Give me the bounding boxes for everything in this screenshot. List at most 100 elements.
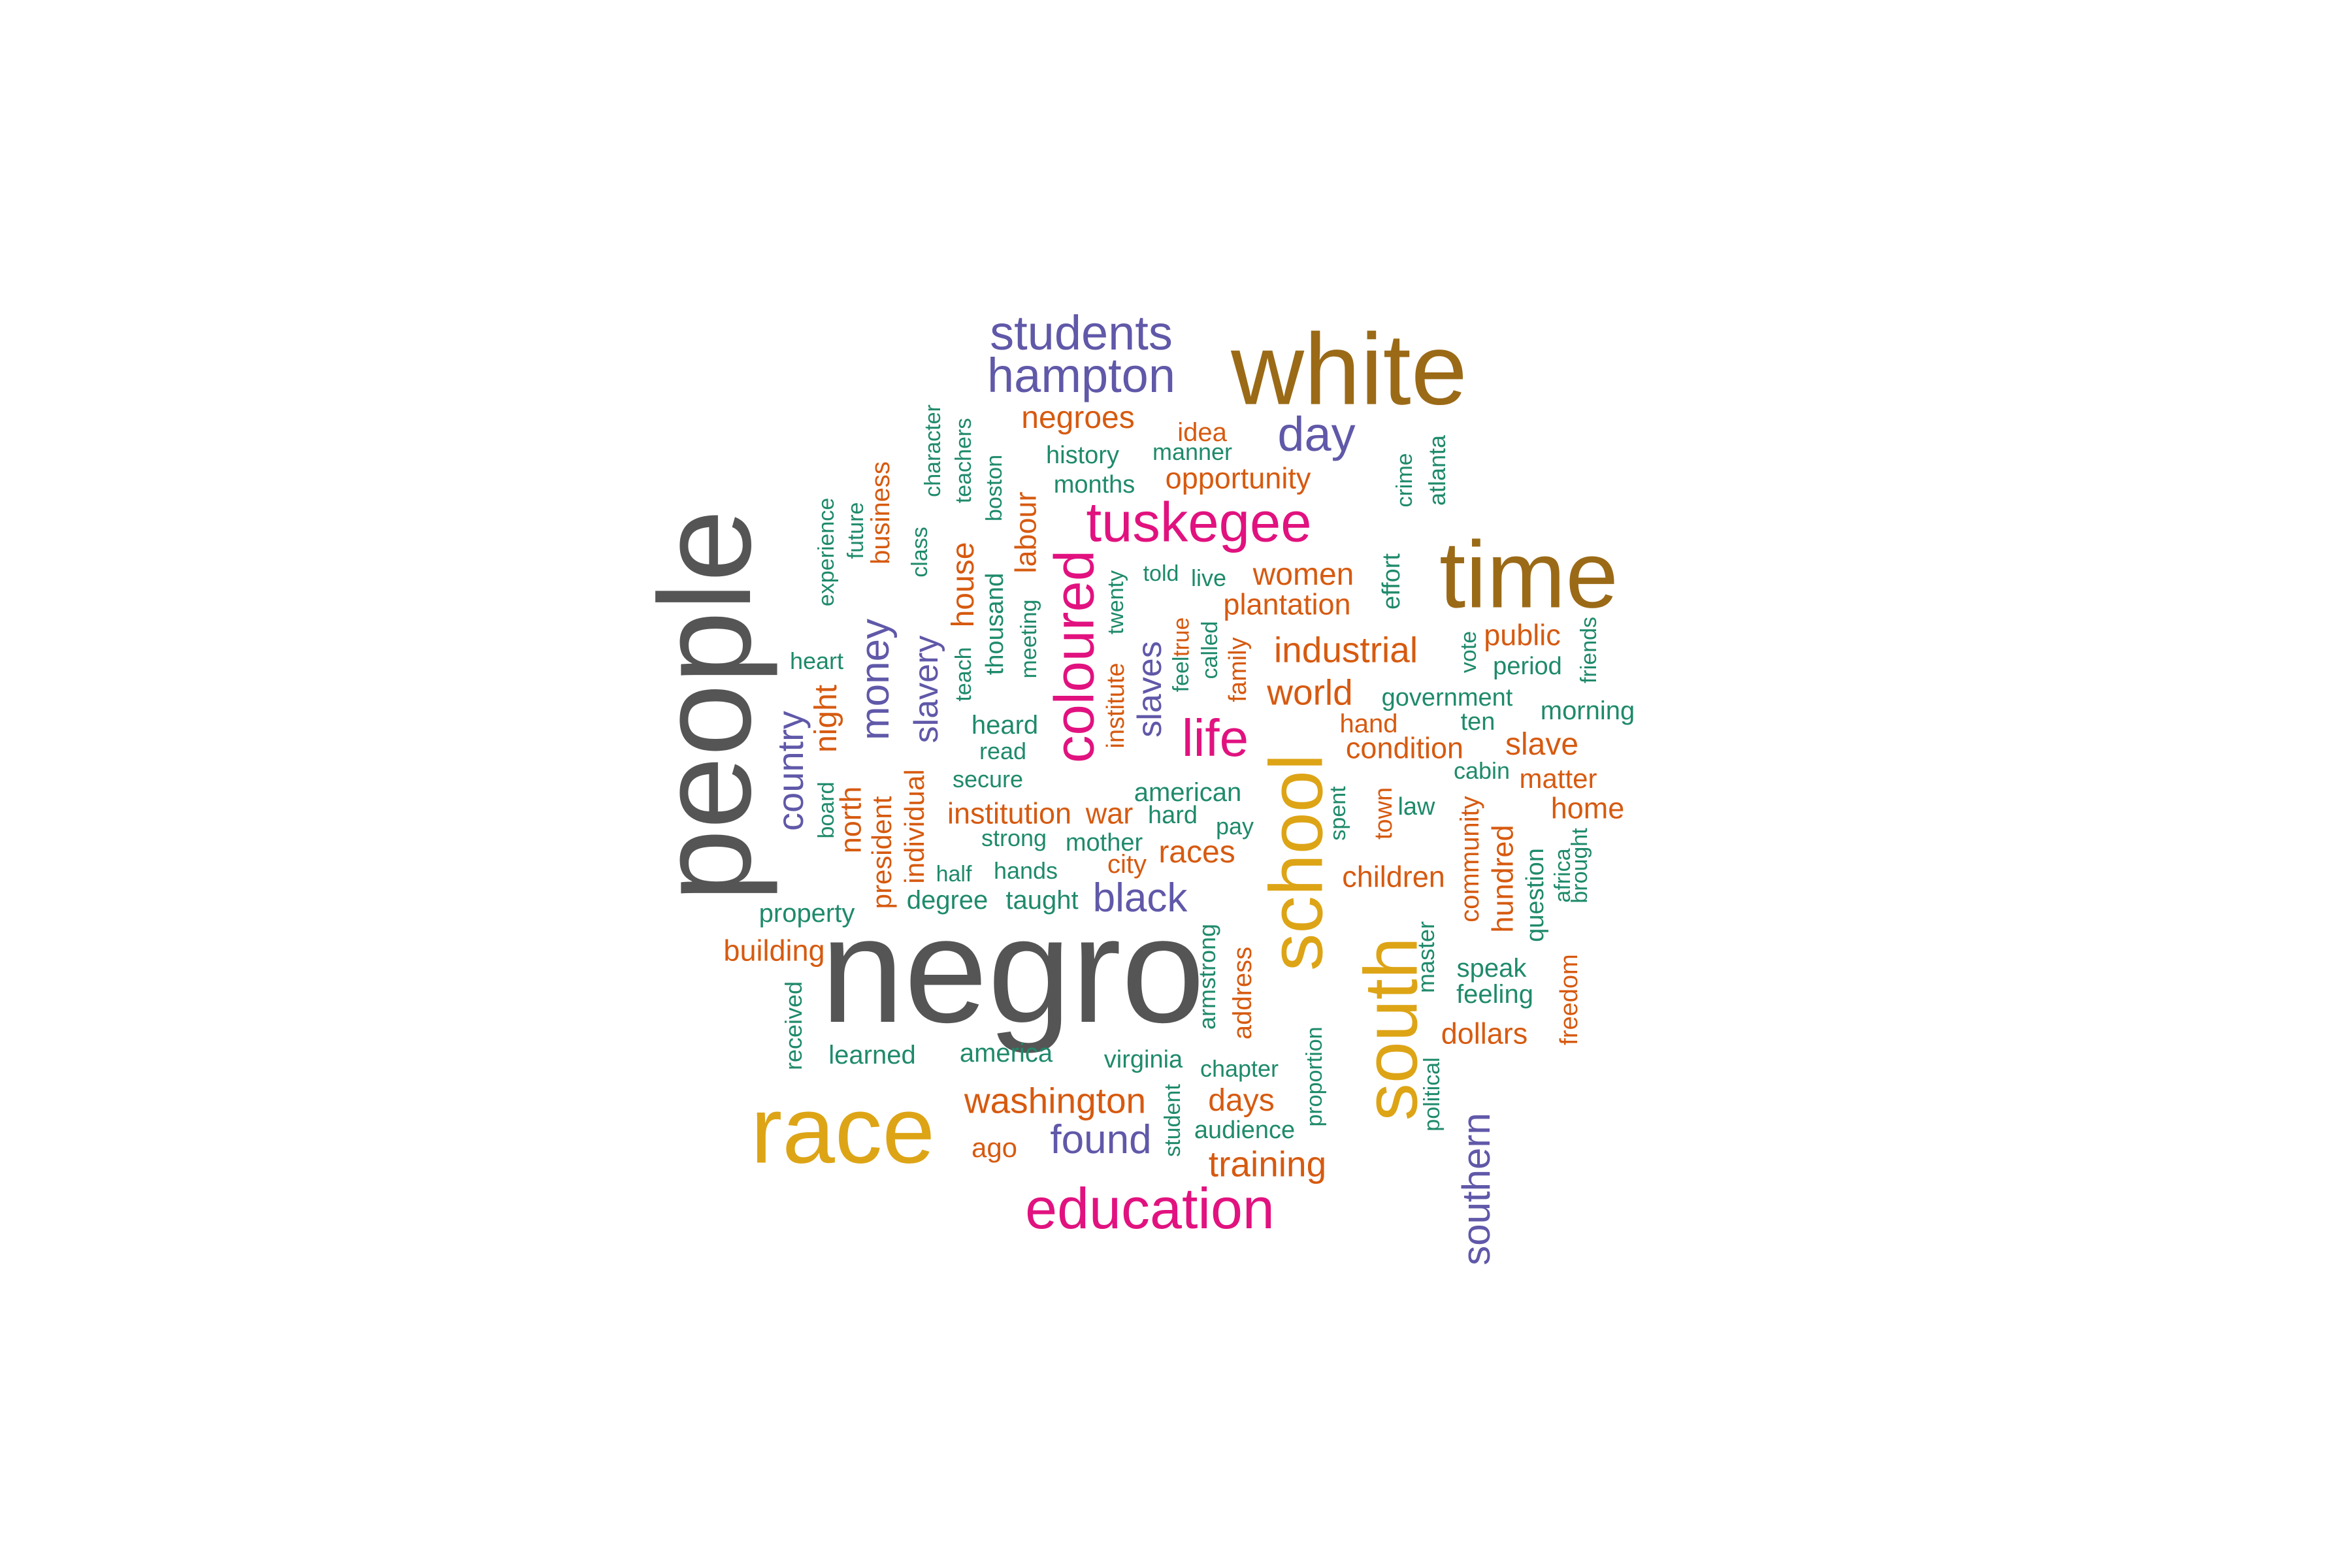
word-crime: crime <box>1392 453 1417 508</box>
word-president: president <box>866 796 897 909</box>
word-students: students <box>990 306 1173 360</box>
word-live: live <box>1190 564 1227 591</box>
word-idea: idea <box>1177 418 1227 447</box>
word-ago: ago <box>971 1132 1018 1163</box>
word-found: found <box>1050 1117 1152 1162</box>
word-spent: spent <box>1326 786 1350 841</box>
word-class: class <box>907 527 932 578</box>
word-coloured: coloured <box>1043 549 1106 764</box>
word-future: future <box>843 502 868 559</box>
word-feel: feel <box>1169 656 1194 693</box>
word-america: america <box>959 1039 1053 1068</box>
word-called: called <box>1198 621 1222 679</box>
word-labour: labour <box>1009 491 1043 574</box>
word-heart: heart <box>789 647 844 674</box>
word-taught: taught <box>1005 886 1079 915</box>
word-proportion: proportion <box>1302 1026 1327 1127</box>
word-armstrong: armstrong <box>1194 923 1220 1030</box>
word-law: law <box>1397 793 1435 821</box>
word-races: races <box>1158 835 1235 870</box>
word-twenty: twenty <box>1103 570 1128 635</box>
word-feeling: feeling <box>1456 980 1533 1009</box>
word-plantation: plantation <box>1223 587 1351 621</box>
word-days: days <box>1208 1083 1275 1118</box>
word-true: true <box>1168 617 1194 657</box>
word-learned: learned <box>828 1041 916 1070</box>
word-black: black <box>1092 875 1188 921</box>
word-brought: brought <box>1567 828 1592 904</box>
word-master: master <box>1413 921 1439 994</box>
word-freedom: freedom <box>1556 954 1583 1045</box>
word-children: children <box>1342 860 1445 894</box>
word-institute: institute <box>1102 662 1130 749</box>
word-night: night <box>809 684 843 753</box>
word-half: half <box>936 862 972 887</box>
word-dollars: dollars <box>1441 1017 1528 1051</box>
word-read: read <box>979 738 1027 764</box>
word-city: city <box>1107 850 1147 879</box>
word-hands: hands <box>993 857 1058 884</box>
word-manner: manner <box>1152 438 1233 465</box>
word-town: town <box>1370 787 1397 840</box>
word-people: people <box>632 509 778 902</box>
word-negroes: negroes <box>1021 400 1135 435</box>
word-virginia: virginia <box>1103 1046 1183 1073</box>
word-home: home <box>1550 791 1625 825</box>
word-matter: matter <box>1519 763 1597 794</box>
word-secure: secure <box>952 766 1024 792</box>
word-money: money <box>853 618 898 741</box>
word-character: character <box>921 404 945 497</box>
word-life: life <box>1181 709 1249 767</box>
word-pay: pay <box>1215 813 1254 840</box>
word-tuskegee: tuskegee <box>1086 491 1312 554</box>
word-history: history <box>1046 442 1119 469</box>
word-public: public <box>1484 618 1561 652</box>
word-cabin: cabin <box>1453 757 1511 784</box>
word-effort: effort <box>1378 553 1405 610</box>
word-time: time <box>1439 521 1618 628</box>
word-thousand: thousand <box>981 572 1009 676</box>
word-slave: slave <box>1505 727 1579 762</box>
word-meeting: meeting <box>1017 599 1041 679</box>
word-vote: vote <box>1456 630 1481 674</box>
word-white: white <box>1231 312 1467 426</box>
word-industrial: industrial <box>1273 629 1418 670</box>
word-house: house <box>946 542 981 628</box>
word-southern: southern <box>1454 1113 1498 1266</box>
word-war: war <box>1085 796 1134 830</box>
word-teachers: teachers <box>951 417 976 504</box>
word-day: day <box>1277 407 1356 461</box>
word-period: period <box>1493 653 1562 680</box>
word-teach: teach <box>951 647 976 702</box>
word-received: received <box>780 981 807 1071</box>
word-boston: boston <box>982 454 1007 522</box>
word-negro: negro <box>820 886 1205 1054</box>
word-question: question <box>1522 848 1549 942</box>
word-hard: hard <box>1147 802 1198 829</box>
word-ten: ten <box>1460 708 1495 736</box>
word-government: government <box>1381 684 1513 711</box>
word-condition: condition <box>1345 731 1464 765</box>
word-strong: strong <box>981 825 1047 851</box>
word-american: american <box>1134 778 1242 807</box>
word-hampton: hampton <box>987 348 1175 402</box>
word-told: told <box>1143 561 1179 586</box>
word-friends: friends <box>1576 616 1601 684</box>
word-hand: hand <box>1339 710 1398 738</box>
word-chapter: chapter <box>1200 1055 1279 1082</box>
word-student: student <box>1160 1084 1185 1157</box>
word-race: race <box>750 1077 936 1183</box>
word-training: training <box>1208 1143 1327 1184</box>
word-experience: experience <box>814 497 839 607</box>
word-individual: individual <box>899 769 930 884</box>
word-mother: mother <box>1065 829 1143 857</box>
word-washington: washington <box>964 1080 1147 1121</box>
word-school: school <box>1254 753 1339 972</box>
word-slavery: slavery <box>907 635 945 743</box>
word-audience: audience <box>1194 1117 1296 1144</box>
word-degree: degree <box>906 886 988 915</box>
word-world: world <box>1267 672 1353 713</box>
word-country: country <box>770 711 811 831</box>
word-building: building <box>723 934 825 968</box>
